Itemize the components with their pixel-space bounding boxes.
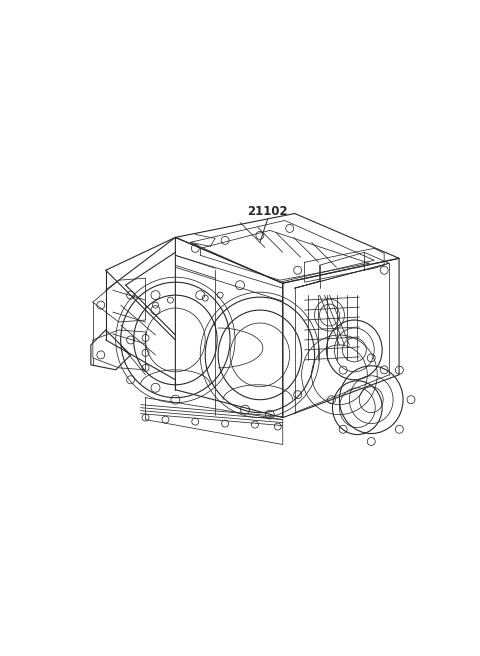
Text: 21102: 21102 <box>248 205 288 218</box>
